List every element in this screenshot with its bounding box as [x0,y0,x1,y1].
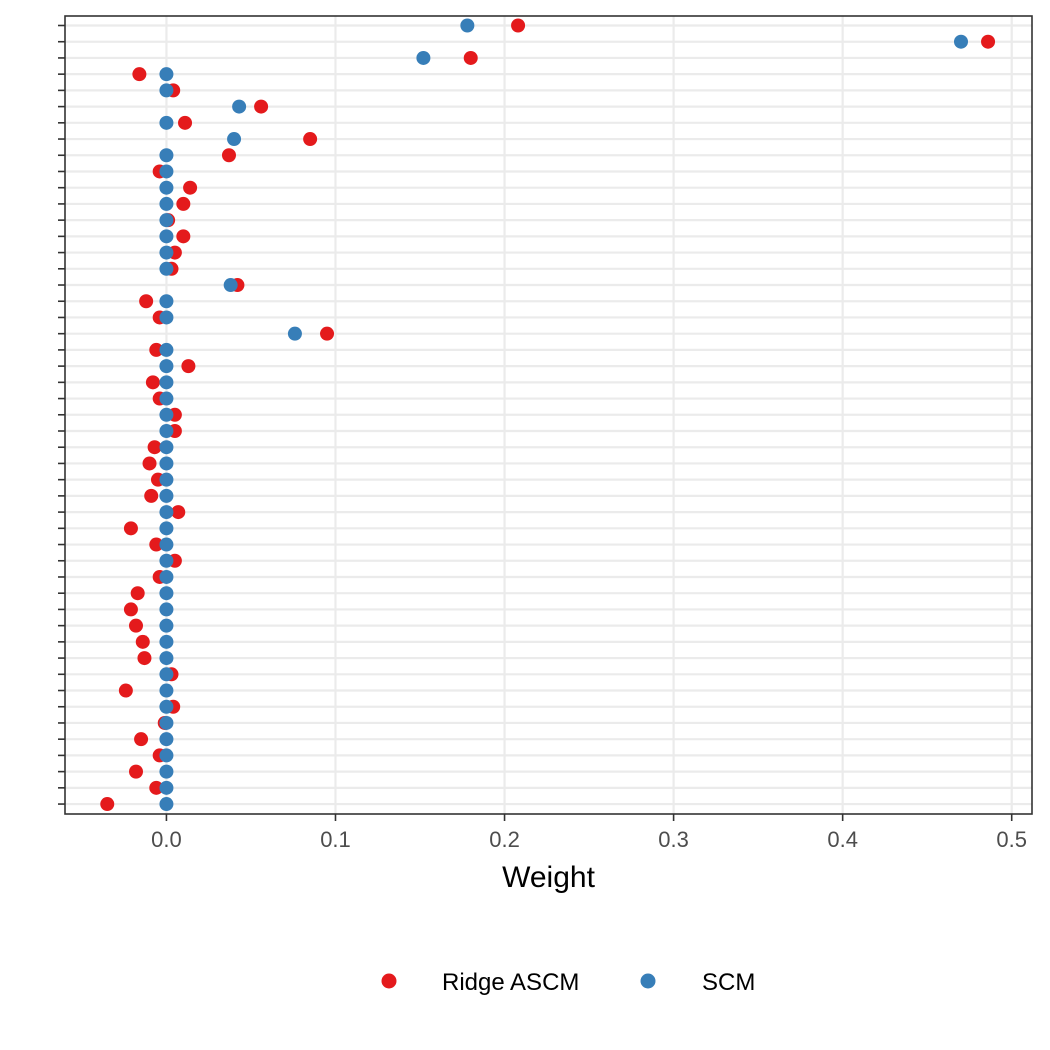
scm-point [159,148,174,163]
scm-point [159,229,174,244]
panel-border [64,15,1033,815]
scm-point [159,569,174,584]
ridge-ascm-point [100,797,115,812]
scm-point [159,732,174,747]
ridge-ascm-point [176,196,191,211]
scm-point [159,407,174,422]
scm-point [159,715,174,730]
ridge-ascm-point [183,180,198,195]
scm-point [159,651,174,666]
scm-point [159,375,174,390]
grid-lines [65,16,1032,814]
scm-point [416,50,431,65]
scm-point [159,764,174,779]
ridge-ascm-point [129,618,144,633]
ridge-ascm-point [149,780,164,795]
scm-point [159,342,174,357]
scm-point [159,213,174,228]
ridge-ascm-point [176,229,191,244]
ridge-ascm-point [254,99,269,114]
scm-point [227,132,242,147]
y-axis-ticks [58,24,65,805]
x-tick-label: 0.0 [151,827,182,852]
scm-point [159,115,174,130]
x-tick-label: 0.3 [658,827,689,852]
x-axis-title: Weight [502,861,595,894]
scm-point [159,505,174,520]
ridge-ascm-point [320,326,335,341]
ridge-ascm-point [463,50,478,65]
scm-point [159,294,174,309]
scm-point [159,245,174,260]
scm-point [159,440,174,455]
scm-point [159,586,174,601]
ridge-ascm-point [221,148,236,163]
scm-point [223,278,238,293]
scm-point [159,67,174,82]
ridge-ascm-point [144,488,159,503]
scm-point [159,456,174,471]
scm-point [159,618,174,633]
ridge-ascm-point [135,634,150,649]
ridge-ascm-point [139,294,154,309]
scm-point [159,602,174,617]
ridge-ascm-point [149,537,164,552]
ridge-ascm-point [145,375,160,390]
scm-point [159,359,174,374]
ridge-ascm-point [118,683,133,698]
scm-point [287,326,302,341]
ridge-ascm-point [147,440,162,455]
ridge-ascm-point [123,521,138,536]
scm-point [159,553,174,568]
scm-point [953,34,968,49]
scm-point [159,797,174,812]
scm-point [159,83,174,98]
ridge-ascm-point [123,602,138,617]
ridge-ascm-point [130,586,145,601]
legend: Ridge ASCM SCM [381,969,755,996]
ridge-ascm-point [511,18,526,33]
ridge-ascm-point [129,764,144,779]
scm-point [159,537,174,552]
scm-point [159,310,174,325]
scm-point [159,748,174,763]
ridge-ascm-point [149,342,164,357]
x-tick-label: 0.2 [489,827,520,852]
scm-point [159,699,174,714]
ridge-ascm-point [142,456,157,471]
legend-marker-ridge-ascm [381,973,397,989]
scm-point [159,261,174,276]
scm-point [159,391,174,406]
data-points [100,18,996,812]
scm-point [159,196,174,211]
scm-point [159,634,174,649]
scm-point [159,521,174,536]
ridge-ascm-point [134,732,149,747]
scm-point [159,424,174,438]
ridge-ascm-point [303,132,318,147]
scm-point [159,683,174,698]
x-tick-label: 0.4 [827,827,858,852]
ridge-ascm-point [181,359,196,374]
legend-marker-scm [640,973,656,989]
scm-point [159,488,174,503]
ridge-ascm-point [132,67,147,82]
scm-point [460,18,475,33]
scm-point [159,667,174,682]
ridge-ascm-point [137,651,152,666]
x-tick-label: 0.1 [320,827,351,852]
ridge-ascm-point [171,505,186,520]
x-axis-ticks: 0.0 0.1 0.2 0.3 0.4 0.5 [151,814,1027,852]
legend-label-scm: SCM [702,969,755,996]
x-tick-label: 0.5 [996,827,1027,852]
scm-point [159,164,174,179]
ridge-ascm-point [178,115,193,130]
scm-point [232,99,247,114]
scm-point [159,180,174,195]
legend-label-ridge-ascm: Ridge ASCM [442,969,579,996]
scm-point [159,780,174,795]
scm-point [159,472,174,487]
ridge-ascm-point [981,34,996,49]
